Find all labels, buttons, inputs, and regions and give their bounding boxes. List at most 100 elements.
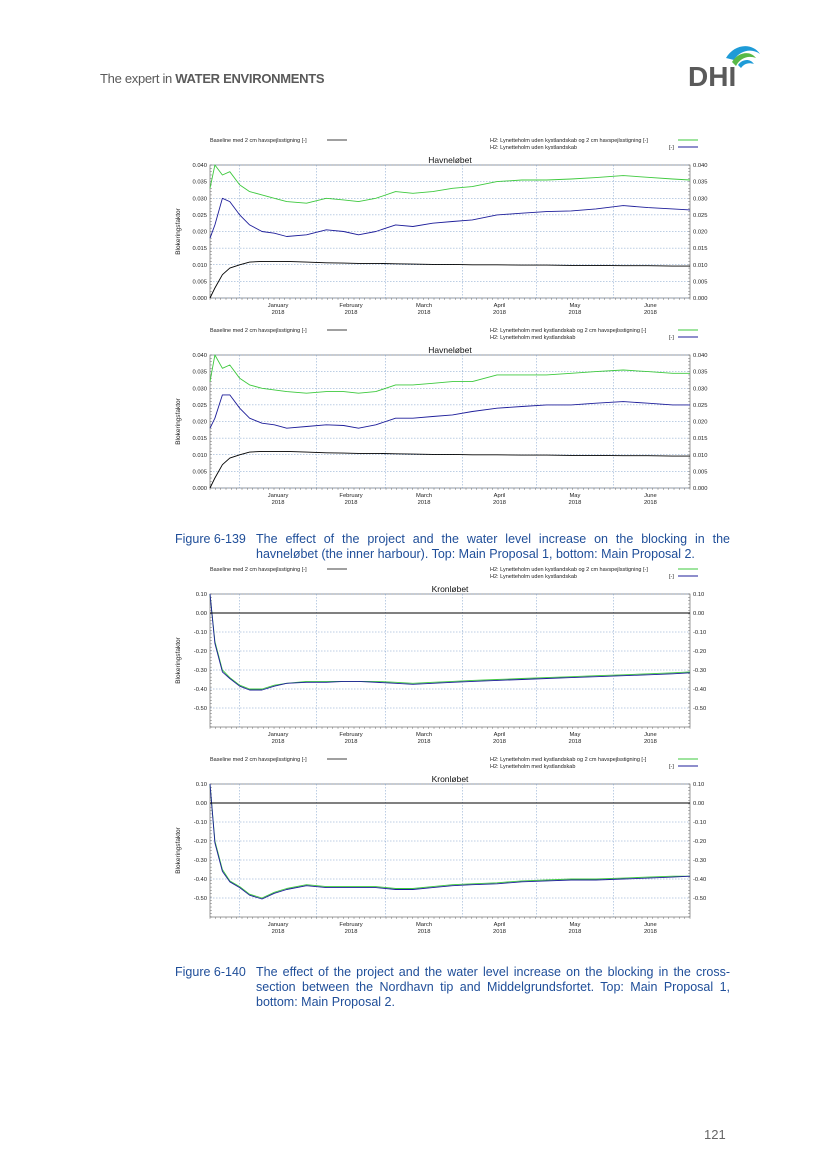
y-tick-label-right: -0.30: [693, 668, 706, 674]
y-tick-label-right: 0.000: [693, 486, 708, 492]
series-line-black: [209, 450, 690, 489]
y-tick-label-left: -0.40: [194, 877, 207, 883]
x-tick-year: 2018: [418, 929, 431, 935]
y-tick-label-right: 0.005: [693, 469, 708, 475]
y-tick-label-left: 0.020: [192, 420, 207, 426]
x-tick-month: February: [339, 493, 362, 499]
y-tick-label-right: 0.00: [693, 611, 704, 617]
x-tick-month: June: [644, 303, 657, 309]
series-line-green: [209, 354, 690, 394]
x-tick-year: 2018: [272, 739, 285, 745]
x-tick-month: June: [644, 922, 657, 928]
y-tick-label-right: -0.40: [693, 687, 706, 693]
x-tick-year: 2018: [568, 739, 581, 745]
legend-baseline: Baseline med 2 cm havspejlsstigning [-]: [210, 138, 307, 144]
page-number: 121: [704, 1127, 726, 1142]
y-tick-label-left: 0.040: [192, 353, 207, 359]
legend-series-blue: H2: Lynetteholm uden kystlandskab: [490, 145, 577, 151]
legend-baseline: Baseline med 2 cm havspejlsstigning [-]: [210, 567, 307, 573]
caption-number: Figure 6-139: [175, 532, 246, 546]
legend-baseline: Baseline med 2 cm havspejlsstigning [-]: [210, 757, 307, 763]
x-tick-month: May: [569, 732, 580, 738]
y-tick-label-right: 0.015: [693, 246, 708, 252]
y-tick-label-right: 0.030: [693, 386, 708, 392]
y-tick-label-left: 0.10: [196, 782, 207, 788]
x-tick-year: 2018: [568, 500, 581, 506]
y-tick-label-right: 0.040: [693, 353, 708, 359]
legend-unit: [-]: [669, 764, 674, 770]
y-tick-label-right: 0.025: [693, 213, 708, 219]
series-line-blue: [209, 394, 690, 429]
x-tick-year: 2018: [345, 739, 358, 745]
y-tick-label-right: -0.50: [693, 896, 706, 902]
x-tick-month: June: [644, 493, 657, 499]
y-tick-label-left: 0.010: [192, 453, 207, 459]
legend-series-green: H2: Lynetteholm uden kystlandskab og 2 c…: [490, 138, 648, 144]
y-tick-label-left: -0.50: [194, 706, 207, 712]
x-tick-year: 2018: [493, 310, 506, 316]
x-tick-year: 2018: [493, 929, 506, 935]
y-tick-label-right: -0.20: [693, 649, 706, 655]
x-tick-year: 2018: [644, 739, 657, 745]
x-tick-month: January: [268, 922, 289, 928]
chart-havnelobet-proposal-1: Baseline med 2 cm havspejlsstigning [-] H…: [170, 133, 730, 323]
y-tick-label-right: -0.10: [693, 820, 706, 826]
x-tick-month: June: [644, 732, 657, 738]
chart-title: Havneløbet: [428, 155, 472, 165]
y-tick-label-right: -0.10: [693, 630, 706, 636]
chart-title: Havneløbet: [428, 345, 472, 355]
y-tick-label-right: 0.030: [693, 196, 708, 202]
y-tick-label-left: 0.015: [192, 246, 207, 252]
y-tick-label-right: 0.010: [693, 453, 708, 459]
plot-frame: [209, 593, 691, 728]
x-tick-year: 2018: [568, 310, 581, 316]
y-tick-label-right: -0.30: [693, 858, 706, 864]
svg-text:DHI: DHI: [688, 61, 736, 90]
series-line-black: [209, 260, 690, 299]
legend-series-green: H2: Lynetteholm med kystlandskab og 2 cm…: [490, 757, 647, 763]
x-tick-month: May: [569, 493, 580, 499]
plot-frame: [209, 783, 691, 918]
y-tick-label-left: -0.10: [194, 630, 207, 636]
x-tick-year: 2018: [644, 310, 657, 316]
y-axis-label: Blokeringsfaktor: [175, 207, 182, 254]
y-tick-label-right: 0.010: [693, 263, 708, 269]
x-tick-year: 2018: [272, 500, 285, 506]
chart-kronlobet-proposal-1: Baseline med 2 cm havspejlsstigning [-] H…: [170, 562, 730, 752]
y-tick-label-left: 0.025: [192, 403, 207, 409]
y-tick-label-left: 0.010: [192, 263, 207, 269]
legend-series-green: H2: Lynetteholm med kystlandskab og 2 cm…: [490, 328, 647, 334]
series-line-blue: [209, 197, 691, 239]
legend-unit: [-]: [669, 335, 674, 341]
y-axis-label: Blokeringsfaktor: [175, 636, 182, 683]
y-tick-label-left: 0.015: [192, 436, 207, 442]
y-tick-label-right: 0.015: [693, 436, 708, 442]
y-tick-label-right: -0.20: [693, 839, 706, 845]
x-tick-year: 2018: [644, 500, 657, 506]
legend-series-blue: H2: Lynetteholm uden kystlandskab: [490, 574, 577, 580]
x-tick-month: April: [494, 493, 506, 499]
legend-unit: [-]: [669, 145, 674, 151]
chart-kronlobet-proposal-2: Baseline med 2 cm havspejlsstigning [-] H…: [170, 752, 730, 942]
x-tick-year: 2018: [345, 929, 358, 935]
series-line-green: [209, 783, 690, 899]
x-tick-month: May: [569, 922, 580, 928]
x-tick-month: March: [416, 922, 432, 928]
legend-series-green: H2: Lynetteholm uden kystlandskab og 2 c…: [490, 567, 648, 573]
x-tick-month: February: [339, 922, 362, 928]
y-tick-label-left: 0.005: [192, 279, 207, 285]
y-tick-label-left: -0.30: [194, 668, 207, 674]
legend-unit: [-]: [669, 574, 674, 580]
y-tick-label-left: 0.020: [192, 230, 207, 236]
y-tick-label-left: -0.30: [194, 858, 207, 864]
series-line-green: [209, 593, 691, 690]
y-tick-label-left: -0.10: [194, 820, 207, 826]
caption-text: The effect of the project and the water …: [256, 965, 730, 1009]
series-line-green: [209, 164, 691, 204]
x-tick-month: February: [339, 732, 362, 738]
chart-title: Kronløbet: [432, 774, 469, 784]
y-tick-label-right: 0.025: [693, 403, 708, 409]
x-tick-year: 2018: [493, 739, 506, 745]
x-tick-month: March: [416, 493, 432, 499]
x-tick-month: April: [494, 732, 506, 738]
